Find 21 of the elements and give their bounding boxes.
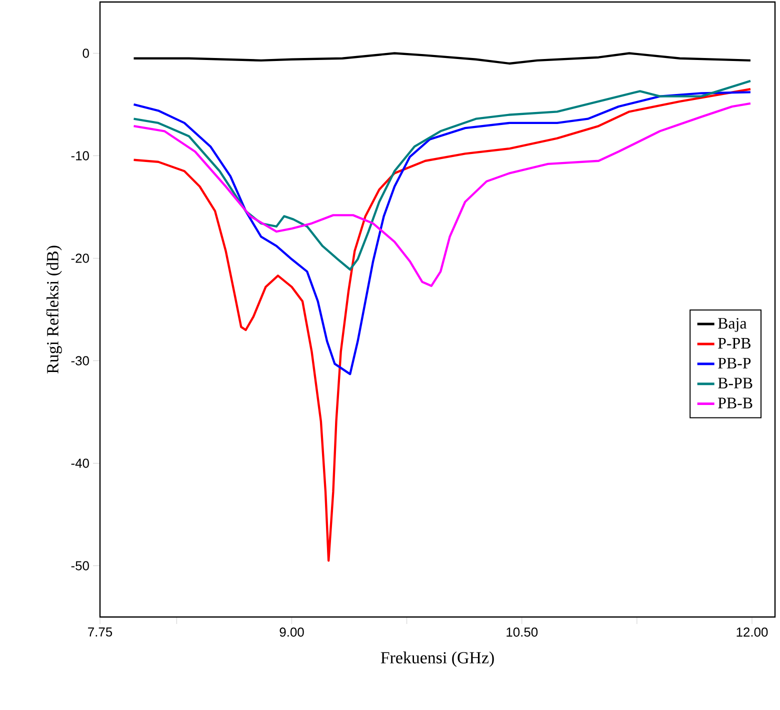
legend-label: PB-P <box>718 358 751 368</box>
legend-label: Baja <box>718 318 747 332</box>
line-series <box>132 91 752 376</box>
x-tick-label: 10.50 <box>506 628 538 637</box>
x-tick-label: 7.75 <box>88 628 112 637</box>
legend-label: PB-B <box>718 398 752 408</box>
legend-label: P-PB <box>718 338 750 349</box>
x-axis-title: Frekuensi (GHz) <box>380 652 494 667</box>
y-tick-label: 0 <box>82 48 89 58</box>
y-tick-label: -50 <box>71 561 89 570</box>
legend-label: B-PB <box>718 378 752 388</box>
line-series <box>132 102 752 288</box>
line-series <box>132 52 752 65</box>
y-tick-label: -30 <box>71 356 89 366</box>
line-series <box>132 88 752 562</box>
x-tick-label: 9.00 <box>280 628 304 637</box>
x-tick-label: 12.00 <box>736 628 768 637</box>
y-tick-label: -10 <box>71 151 89 160</box>
y-axis-title: Rugi Refleksi (dB) <box>46 246 62 374</box>
y-tick-label: -20 <box>71 254 89 263</box>
y-tick-label: -40 <box>71 458 89 468</box>
